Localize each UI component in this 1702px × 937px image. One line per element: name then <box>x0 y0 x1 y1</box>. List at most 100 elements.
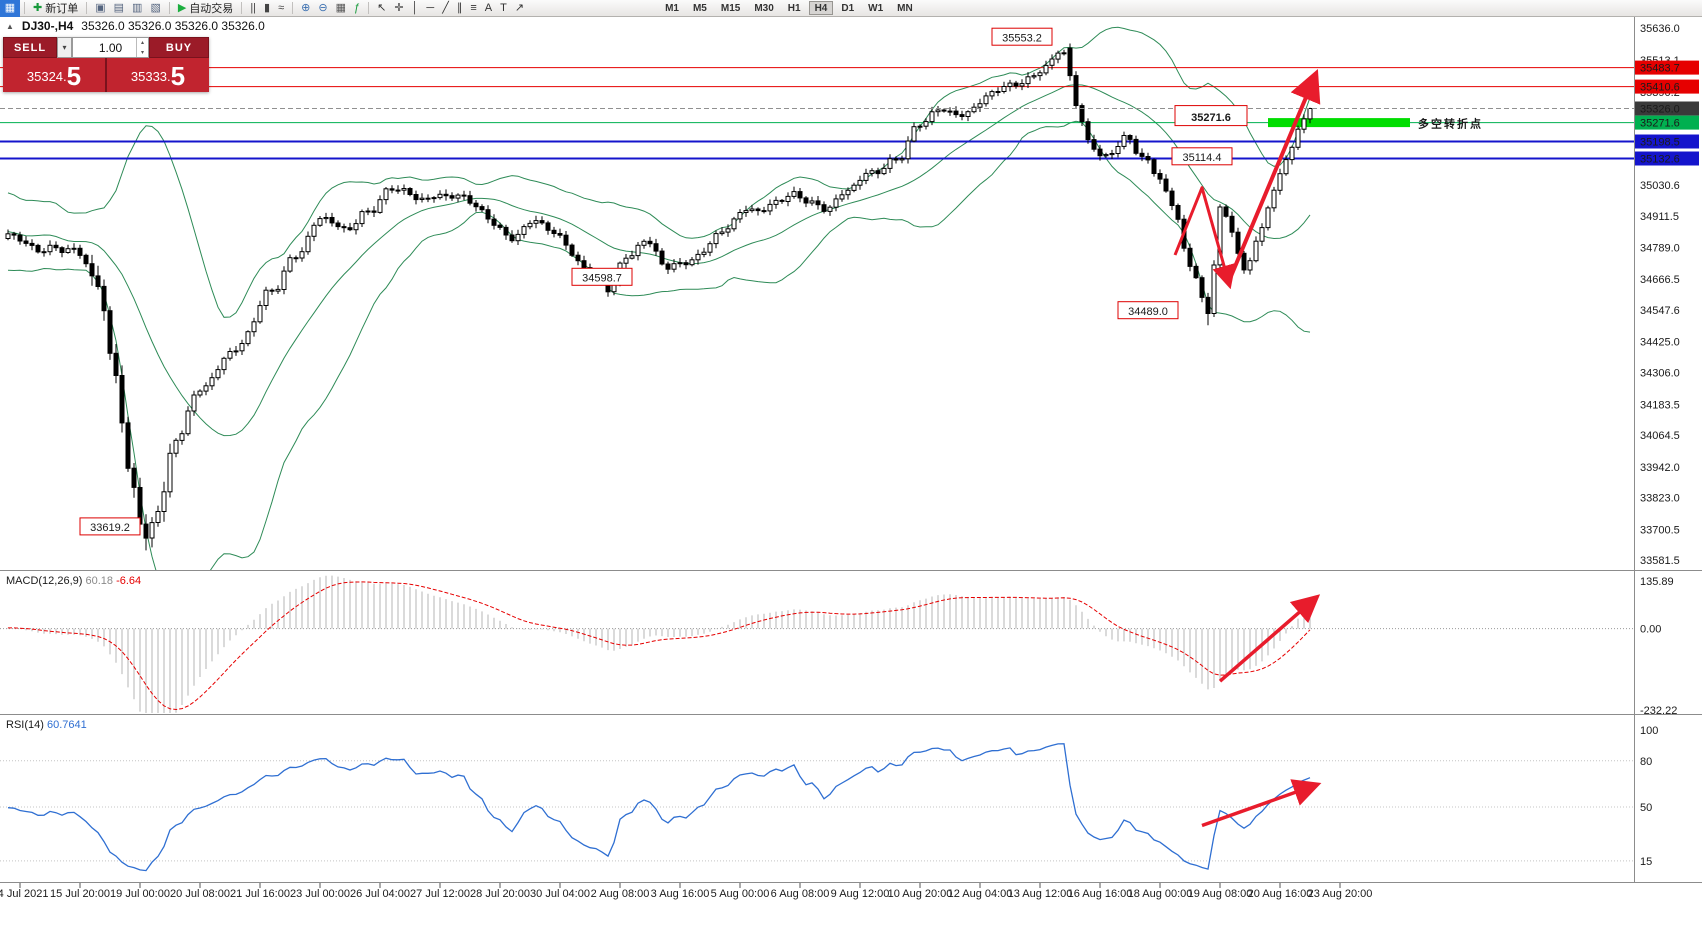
auto-trading-button[interactable]: ▶ 自动交易 <box>175 1 236 16</box>
turning-point-label[interactable]: 多空转折点 <box>1418 117 1483 131</box>
price-annotation[interactable]: 35271.6 <box>1174 105 1248 127</box>
volume-down-icon[interactable]: ▾ <box>140 49 144 56</box>
svg-text:35636.0: 35636.0 <box>1640 23 1680 35</box>
svg-text:34183.5: 34183.5 <box>1640 399 1680 411</box>
window-menu-button[interactable]: ▦ <box>0 0 20 17</box>
svg-text:10 Aug 20:00: 10 Aug 20:00 <box>888 888 953 900</box>
price-axis[interactable]: 35636.035513.135390.235030.634911.534789… <box>1635 23 1699 868</box>
svg-text:-232.22: -232.22 <box>1640 705 1677 717</box>
main-chart-panel: 35553.2 35271.6 35114.4 34598.7 34489.0 33619… <box>0 26 1634 570</box>
horizontal-line-icon: ─ <box>426 1 435 14</box>
indicators-button[interactable]: ƒ <box>351 1 363 16</box>
price-annotation[interactable]: 35553.2 <box>991 27 1053 46</box>
price-badge: 35483.7 <box>1635 60 1699 75</box>
svg-text:30 Jul 04:00: 30 Jul 04:00 <box>530 888 590 900</box>
fibonacci-button[interactable]: ≡ <box>467 1 479 16</box>
candlestick-chart-button[interactable]: ▮ <box>261 1 273 16</box>
main-toolbar: ▦ ✚ 新订单 ▣ ▤ ▥ ▧ ▶ 自动交易 || ▮ ≈ ⊕ ⊖ ▦ ƒ ↖ ✛ │ ─ ╱ ∥ ≡ A T ↗ M1 M5 M15 M… <box>0 0 1702 17</box>
svg-text:35271.6: 35271.6 <box>1191 112 1231 124</box>
pivot-zone-bar[interactable] <box>1268 118 1410 128</box>
timeframe-button-m30[interactable]: M30 <box>754 3 774 14</box>
timeframe-button-h4[interactable]: H4 <box>808 1 834 15</box>
vertical-line-icon: │ <box>411 1 419 14</box>
new-order-button-label: 新订单 <box>45 3 79 15</box>
cursor-button[interactable]: ↖ <box>374 1 389 16</box>
bar-chart-button[interactable]: || <box>247 1 259 16</box>
toolbar-separator <box>86 2 88 14</box>
rsi-trend-arrow[interactable] <box>1201 779 1322 828</box>
sell-button[interactable]: SELL <box>3 37 57 58</box>
vertical-line-button[interactable]: │ <box>409 1 422 16</box>
horizontal-line-button[interactable]: ─ <box>423 1 437 16</box>
price-badge: 35326.0 <box>1635 101 1699 116</box>
volume-input[interactable]: 1.00 ▴ ▾ <box>72 37 149 58</box>
buy-price-frac: 5 <box>170 61 186 91</box>
label-button[interactable]: T <box>497 1 510 16</box>
rsi-panel <box>0 743 1634 872</box>
zoom-in-button[interactable]: ⊕ <box>298 1 313 16</box>
buy-button[interactable]: BUY <box>149 37 209 58</box>
profiles-button[interactable]: ▤ <box>111 1 127 16</box>
text-button[interactable]: A <box>482 1 495 16</box>
trend-arrow[interactable] <box>1227 69 1321 282</box>
new-order-icon: ✚ <box>33 1 43 14</box>
macd-label: MACD(12,26,9) 60.18 -6.64 <box>6 575 141 587</box>
svg-text:3 Aug 16:00: 3 Aug 16:00 <box>651 888 710 900</box>
crosshair-button[interactable]: ✛ <box>391 1 406 16</box>
timeframe-button-w1[interactable]: W1 <box>868 3 884 14</box>
svg-text:28 Jul 20:00: 28 Jul 20:00 <box>470 888 530 900</box>
new-order-button[interactable]: ✚ 新订单 <box>30 1 81 16</box>
zoom-out-icon: ⊖ <box>318 1 328 14</box>
timeframe-button-m15[interactable]: M15 <box>720 3 741 14</box>
svg-text:34666.5: 34666.5 <box>1640 274 1680 286</box>
timeframe-button-h1[interactable]: H1 <box>787 3 801 14</box>
svg-text:35410.6: 35410.6 <box>1640 82 1680 94</box>
toolbar-separator <box>368 2 370 14</box>
ohlc-values: 35326.0 35326.0 35326.0 35326.0 <box>81 19 265 33</box>
price-annotation[interactable]: 34598.7 <box>571 267 633 286</box>
charts-window-button[interactable]: ▣ <box>92 1 108 16</box>
price-annotation[interactable]: 33619.2 <box>79 517 141 536</box>
one-click-expand-icon[interactable]: ▲ <box>6 21 14 31</box>
svg-text:20 Jul 08:00: 20 Jul 08:00 <box>170 888 230 900</box>
market-watch-button[interactable]: ▥ <box>129 1 145 16</box>
timeframe-button-m5[interactable]: M5 <box>692 3 707 14</box>
toolbar-separator <box>292 2 294 14</box>
buy-price-button[interactable]: 35333. 5 <box>107 58 209 92</box>
price-badge: 35198.5 <box>1635 134 1699 149</box>
sell-price-button[interactable]: 35324. 5 <box>3 58 105 92</box>
svg-text:23 Jul 00:00: 23 Jul 00:00 <box>290 888 350 900</box>
svg-text:6 Aug 08:00: 6 Aug 08:00 <box>771 888 830 900</box>
svg-text:14 Jul 2021: 14 Jul 2021 <box>0 888 48 900</box>
svg-text:13 Aug 12:00: 13 Aug 12:00 <box>1008 888 1073 900</box>
tile-windows-button[interactable]: ▦ <box>333 1 349 16</box>
trend-arrow[interactable] <box>1173 186 1236 290</box>
svg-text:0.00: 0.00 <box>1640 624 1661 636</box>
timeframe-button-mn[interactable]: MN <box>897 3 913 14</box>
channel-button[interactable]: ∥ <box>454 1 466 16</box>
timeframe-button-m1[interactable]: M1 <box>665 3 679 14</box>
price-annotation[interactable]: 35114.4 <box>1171 147 1233 166</box>
profiles-icon: ▤ <box>113 1 125 14</box>
macd-signal-line <box>8 581 1311 711</box>
text-icon: A <box>484 1 493 14</box>
volume-up-icon[interactable]: ▴ <box>140 40 144 47</box>
trendline-button[interactable]: ╱ <box>439 1 452 16</box>
volume-spinner[interactable]: ▴ ▾ <box>136 38 148 57</box>
svg-text:15 Jul 20:00: 15 Jul 20:00 <box>50 888 110 900</box>
macd-trend-arrow[interactable] <box>1218 594 1321 683</box>
price-annotation[interactable]: 34489.0 <box>1117 301 1179 320</box>
price-badge: 35410.6 <box>1635 79 1699 94</box>
bar-chart-icon: || <box>250 1 257 14</box>
line-chart-button[interactable]: ≈ <box>275 1 287 16</box>
volume-dropdown-icon[interactable]: ▾ <box>57 37 72 58</box>
timeframe-button-d1[interactable]: D1 <box>841 3 855 14</box>
symbol-timeframe-label: DJ30-,H4 <box>21 19 74 33</box>
navigator-button[interactable]: ▧ <box>147 1 163 16</box>
svg-text:27 Jul 12:00: 27 Jul 12:00 <box>410 888 470 900</box>
fibonacci-icon: ≡ <box>470 1 477 14</box>
arrows-tool-button[interactable]: ↗ <box>512 1 527 16</box>
zoom-out-button[interactable]: ⊖ <box>315 1 330 16</box>
